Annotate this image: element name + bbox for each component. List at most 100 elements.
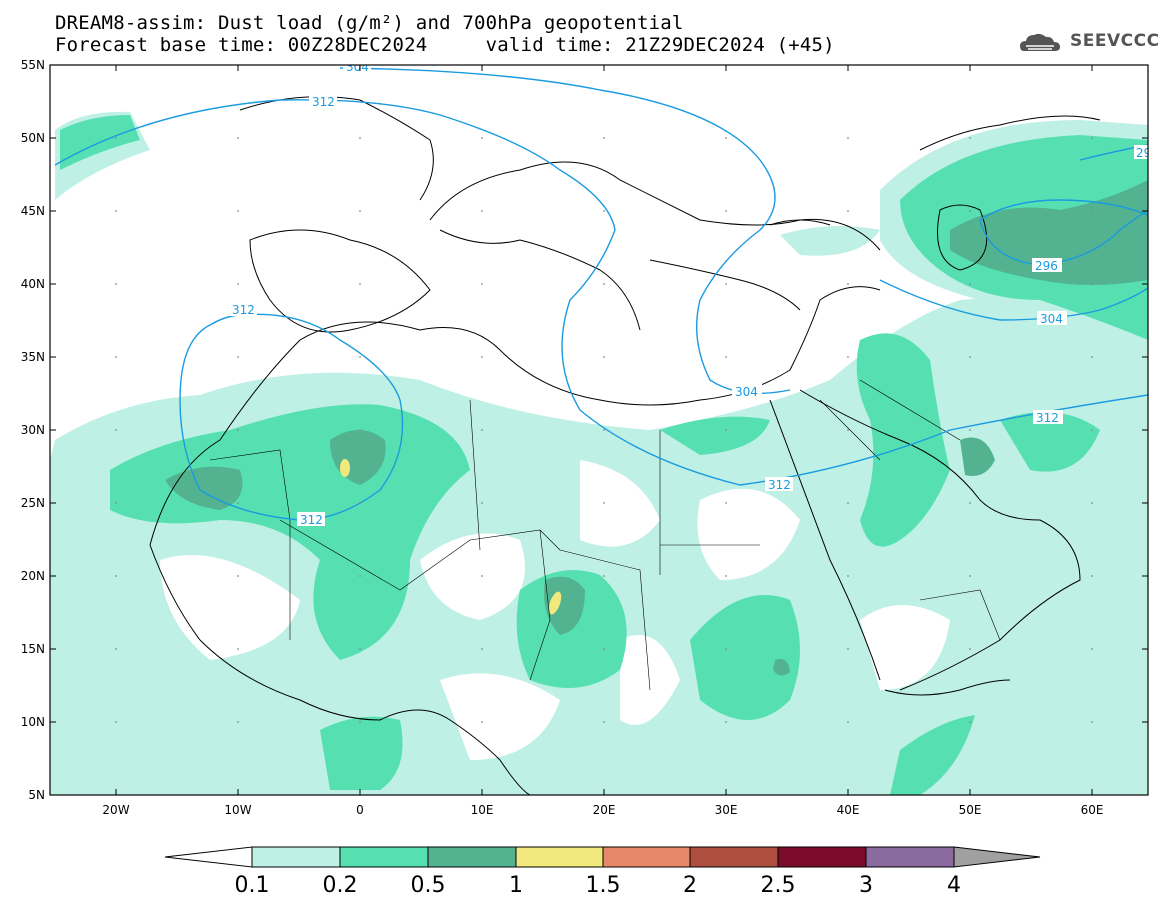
colorbar-labels: 0.1 0.2 0.5 1 1.5 2 2.5 3 4 [235,873,962,898]
grid-dot [115,210,117,212]
colorbar-segment-8 [865,846,955,868]
colorbar-label-5: 2 [683,873,697,898]
grid-dot [1091,210,1093,212]
grid-dot [359,721,361,723]
grid-dot [115,356,117,358]
grid-dot [1091,429,1093,431]
colorbar-label-3: 1 [509,873,523,898]
axis-ticks [50,64,1148,796]
grid-dot [481,721,483,723]
colorbar-label-4: 1.5 [586,873,621,898]
grid-dot [1091,721,1093,723]
country-borders [209,379,1001,691]
grid-dot [969,356,971,358]
grid-dot [359,502,361,504]
grid-dot [847,283,849,285]
colorbar-segment-3 [427,846,517,868]
grid-dot [969,429,971,431]
grid-dot [603,502,605,504]
grid-dot [969,137,971,139]
grid-dot [237,137,239,139]
lon-label-20e: 20E [593,803,616,817]
lon-label-50e: 50E [959,803,982,817]
grid-dot [481,137,483,139]
contour-label-312-b: 312 [232,303,255,317]
grid-dot [969,502,971,504]
grid-dot [115,429,117,431]
colorbar-segment-6 [689,846,779,868]
lat-label-50n: 50N [21,131,45,145]
contour-label-312-a: 312 [312,95,335,109]
grid-dot [725,648,727,650]
grid-dot [969,210,971,212]
colorbar-segment-0 [164,846,253,868]
grid-dot [237,356,239,358]
grid-dot [603,648,605,650]
lat-label-45n: 45N [21,204,45,218]
lon-label-20w: 20W [102,803,129,817]
grid-dot [725,137,727,139]
grid-dot [847,356,849,358]
grid-dot [115,502,117,504]
grid-dot [115,137,117,139]
lon-label-10w: 10W [224,803,251,817]
grid-dot [847,721,849,723]
grid-dot [847,210,849,212]
grid-dot [481,283,483,285]
grid-dot [969,283,971,285]
colorbar-label-2: 0.5 [411,873,446,898]
map-title-line-2: Forecast base time: 00Z28DEC2024 valid t… [55,34,835,56]
grid-dot [969,648,971,650]
contour-label-312-d: 312 [768,478,791,492]
colorbar-segment-1 [251,846,341,868]
grid-dot [725,502,727,504]
grid-dot [481,648,483,650]
colorbar-label-1: 0.2 [323,873,358,898]
grid-dot [481,575,483,577]
lon-label-40e: 40E [837,803,860,817]
lon-label-30e: 30E [715,803,738,817]
contour-label-296-b: 296 [1136,146,1159,160]
grid-dot [725,210,727,212]
grid-dot [725,721,727,723]
contour-label-304-a: 304 [346,60,369,74]
grid-dot [237,575,239,577]
grid-dot [603,137,605,139]
cloud-icon [1020,33,1060,51]
contour-label-296-a: 296 [1035,259,1058,273]
grid-dot [969,721,971,723]
grid-dot [115,575,117,577]
colorbar-label-0: 0.1 [235,873,270,898]
dust-layer-high [165,180,1148,676]
dust-free-zones [160,460,950,760]
dust-layer-peak [340,459,562,615]
grid-dot [1091,356,1093,358]
grid-dot [1091,502,1093,504]
lon-labels: 20W 10W 0 10E 20E 30E 40E 50E 60E [102,803,1103,817]
lon-label-10e: 10E [471,803,494,817]
colorbar [164,846,1041,868]
logo-text: SEEVCCC [1070,31,1160,51]
map-title-line-1: DREAM8-assim: Dust load (g/m²) and 700hP… [55,12,684,34]
lat-label-30n: 30N [21,423,45,437]
lat-label-35n: 35N [21,350,45,364]
contour-label-312-c: 312 [300,513,323,527]
grid-dot [725,575,727,577]
grid-dot [359,137,361,139]
grid-dot [725,356,727,358]
grid-dot [481,356,483,358]
dust-field: 312 312 312 312 312 304 304 304 296 296 [50,60,1159,795]
grid-dot [603,429,605,431]
grid-dot [481,210,483,212]
colorbar-label-8: 4 [947,873,961,898]
contour-label-312-e: 312 [1036,411,1059,425]
lat-label-10n: 10N [21,715,45,729]
grid-dot [359,283,361,285]
lat-label-15n: 15N [21,642,45,656]
grid-dot [237,283,239,285]
grid-dot [359,356,361,358]
lat-label-5n: 5N [28,788,45,802]
lat-lon-grid [115,137,1093,723]
grid-dot [847,429,849,431]
grid-dot [115,648,117,650]
